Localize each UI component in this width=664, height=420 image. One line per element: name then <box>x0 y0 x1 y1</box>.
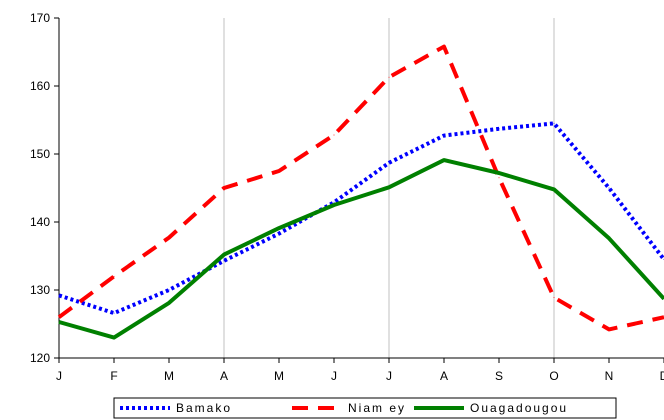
data-point <box>113 275 115 277</box>
data-point <box>608 328 610 330</box>
legend-label: Ouagadougou <box>470 401 568 415</box>
y-tick-labels: 120 130 140 150 160 170 <box>30 11 50 365</box>
data-point <box>58 316 60 318</box>
data-point <box>58 321 60 323</box>
data-point <box>223 254 225 256</box>
x-tick-label: J <box>331 369 337 383</box>
data-point <box>278 227 280 229</box>
data-point <box>388 186 390 188</box>
legend-box <box>113 397 617 419</box>
legend-label: Niam ey <box>348 401 406 415</box>
y-tick-label: 150 <box>30 147 50 161</box>
data-point <box>498 172 500 174</box>
data-point <box>333 134 335 136</box>
x-tick-label: S <box>495 369 503 383</box>
data-point <box>168 237 170 239</box>
x-tick-label: N <box>605 369 614 383</box>
y-tick-label: 130 <box>30 283 50 297</box>
data-point <box>333 204 335 206</box>
data-point <box>113 312 115 314</box>
y-tick-label: 140 <box>30 215 50 229</box>
data-point <box>223 187 225 189</box>
data-point <box>388 162 390 164</box>
data-point <box>443 135 445 137</box>
axes <box>54 17 664 363</box>
data-point <box>168 289 170 291</box>
x-tick-label: M <box>274 369 284 383</box>
series-line-1 <box>58 121 664 316</box>
x-tick-label: J <box>56 369 62 383</box>
x-tick-label: A <box>220 369 228 383</box>
data-point <box>498 177 500 179</box>
legend: Bamako Niam ey Ouagadougou <box>113 397 617 419</box>
series-line-3 <box>58 158 664 340</box>
data-point <box>608 237 610 239</box>
y-tick-label: 170 <box>30 11 50 25</box>
data-point <box>608 187 610 189</box>
data-point <box>113 337 115 339</box>
x-tick-label: D <box>660 369 664 383</box>
data-point <box>223 260 225 262</box>
data-point <box>58 294 60 296</box>
x-tick-label: J <box>386 369 392 383</box>
legend-label: Bamako <box>176 401 232 415</box>
data-point <box>553 188 555 190</box>
data-point <box>278 233 280 235</box>
data-point <box>443 159 445 161</box>
x-tick-labels: JFMAMJJASOND <box>56 369 664 383</box>
series-lines <box>57 44 664 340</box>
data-point <box>498 128 500 130</box>
data-point <box>168 302 170 304</box>
y-tick-label: 160 <box>30 79 50 93</box>
x-tick-label: O <box>549 369 558 383</box>
x-tick-label: A <box>440 369 448 383</box>
data-point <box>553 297 555 298</box>
data-point <box>278 170 280 172</box>
data-point <box>443 46 445 48</box>
series-line-2 <box>57 44 664 332</box>
data-point <box>553 122 555 124</box>
data-point <box>388 76 390 78</box>
data-point <box>333 201 335 203</box>
y-tick-label: 120 <box>30 351 50 365</box>
x-tick-label: F <box>110 369 117 383</box>
x-tick-label: M <box>164 369 174 383</box>
